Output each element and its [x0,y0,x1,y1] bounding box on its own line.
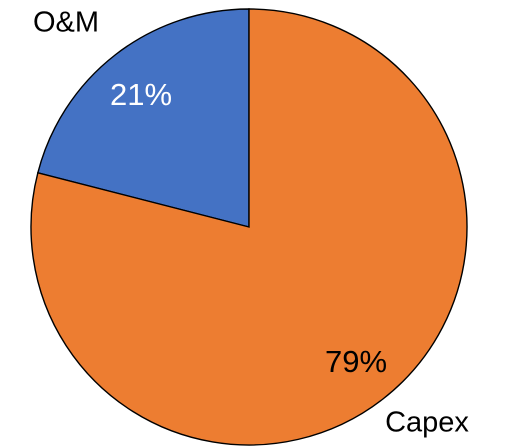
data-label-capex: 79% [325,344,387,379]
pie-labels: 21% O&M 79% Capex [33,7,469,439]
pie-slices [30,8,468,446]
data-label-o-m: 21% [110,77,172,112]
pie-slice-o-m [36,8,250,228]
category-label-capex: Capex [385,407,469,439]
category-label-o-m: O&M [33,7,99,39]
pie-slice-capex [30,8,468,446]
